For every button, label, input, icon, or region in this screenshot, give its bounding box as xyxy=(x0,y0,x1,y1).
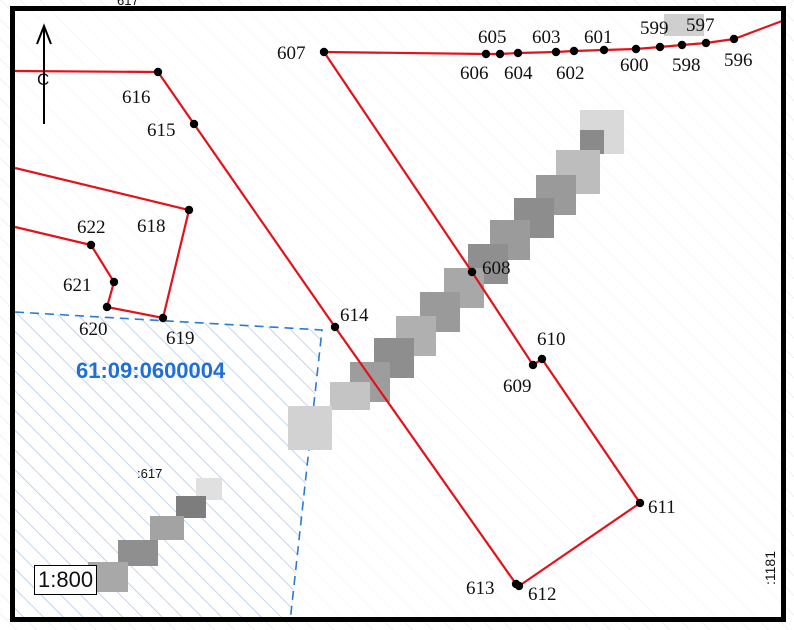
point-600 xyxy=(631,44,641,54)
point-604 xyxy=(513,48,523,58)
point-label-598: 598 xyxy=(672,55,701,76)
point-label-596: 596 xyxy=(724,50,753,71)
point-label-604: 604 xyxy=(504,63,533,84)
point-618 xyxy=(184,205,194,215)
point-label-613: 613 xyxy=(466,578,495,599)
point-label-618: 618 xyxy=(137,216,166,237)
point-616 xyxy=(153,67,163,77)
point-label-611: 611 xyxy=(648,497,676,518)
point-label-612: 612 xyxy=(528,584,557,605)
point-label-606: 606 xyxy=(460,63,489,84)
point-606 xyxy=(495,49,505,59)
point-599 xyxy=(655,42,665,52)
point-label-605: 605 xyxy=(478,27,507,48)
north-letter: С xyxy=(37,70,50,89)
point-label-610: 610 xyxy=(537,329,566,350)
point-596 xyxy=(729,34,739,44)
point-label-615: 615 xyxy=(147,120,176,141)
point-label-620: 620 xyxy=(79,319,108,340)
point-622 xyxy=(86,240,96,250)
point-608 xyxy=(467,267,477,277)
north-arrow xyxy=(36,23,52,124)
point-label-616: 616 xyxy=(122,87,151,108)
point-label-619: 619 xyxy=(166,328,195,349)
point-label-597: 597 xyxy=(686,15,715,36)
point-label-600: 600 xyxy=(620,55,649,76)
point-597 xyxy=(701,38,711,48)
point-label-601: 601 xyxy=(584,27,613,48)
point-label-599: 599 xyxy=(640,18,669,39)
neighbour-parcel xyxy=(15,312,322,617)
point-605 xyxy=(481,49,491,59)
edge-label: :1181 xyxy=(762,551,778,585)
point-label-607: 607 xyxy=(277,43,306,64)
point-610 xyxy=(537,354,547,364)
point-614 xyxy=(330,322,340,332)
point-611 xyxy=(635,498,645,508)
point-label-603: 603 xyxy=(532,27,561,48)
point-609 xyxy=(528,360,538,370)
scale-label: 1:800 xyxy=(34,565,98,595)
point-607 xyxy=(319,47,329,57)
point-613 xyxy=(511,579,521,589)
point-label-609: 609 xyxy=(503,376,532,397)
point-603 xyxy=(551,47,561,57)
point-label-608: 608 xyxy=(482,258,511,279)
point-615 xyxy=(189,119,199,129)
point-621 xyxy=(109,277,119,287)
parcel-number: 61:09:0600004 xyxy=(76,358,226,383)
point-602 xyxy=(569,46,579,56)
parcel-sublabel: :617 xyxy=(137,466,163,481)
point-label-602: 602 xyxy=(556,63,585,84)
cut-label: 617 xyxy=(117,0,139,8)
point-label-621: 621 xyxy=(63,275,92,296)
point-601 xyxy=(599,45,609,55)
point-598 xyxy=(677,40,687,50)
point-label-614: 614 xyxy=(340,305,369,326)
neighbour-parcel-boundary xyxy=(15,311,323,617)
point-620 xyxy=(102,302,112,312)
point-619 xyxy=(158,313,168,323)
point-label-622: 622 xyxy=(77,217,106,238)
